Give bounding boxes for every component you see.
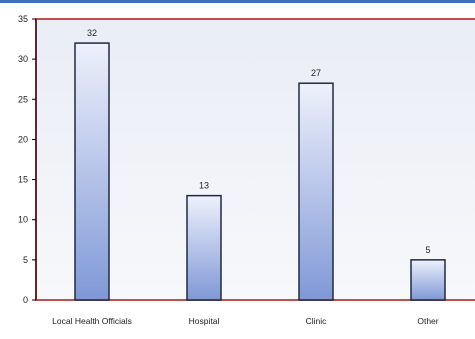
y-tick-label: 20 bbox=[18, 134, 28, 144]
bar-local-health-officials bbox=[74, 42, 110, 301]
data-label: 5 bbox=[425, 245, 430, 255]
bar-clinic bbox=[298, 82, 334, 301]
y-tick-label: 0 bbox=[23, 295, 28, 305]
y-tick-label: 35 bbox=[18, 14, 28, 24]
bar-hospital bbox=[186, 194, 222, 301]
bar-other bbox=[410, 259, 446, 301]
x-tick-label: Hospital bbox=[189, 316, 220, 326]
x-tick-label: Local Health Officials bbox=[52, 316, 132, 326]
data-label: 27 bbox=[311, 68, 321, 78]
x-tick-label: Clinic bbox=[306, 316, 328, 326]
y-tick-label: 10 bbox=[18, 215, 28, 225]
y-tick-label: 30 bbox=[18, 54, 28, 64]
data-label: 13 bbox=[199, 181, 209, 191]
x-tick-label: Other bbox=[417, 316, 438, 326]
y-tick-label: 15 bbox=[18, 175, 28, 185]
y-tick-label: 25 bbox=[18, 94, 28, 104]
y-tick-label: 5 bbox=[23, 255, 28, 265]
data-label: 32 bbox=[87, 28, 97, 38]
top-rule bbox=[0, 0, 475, 3]
